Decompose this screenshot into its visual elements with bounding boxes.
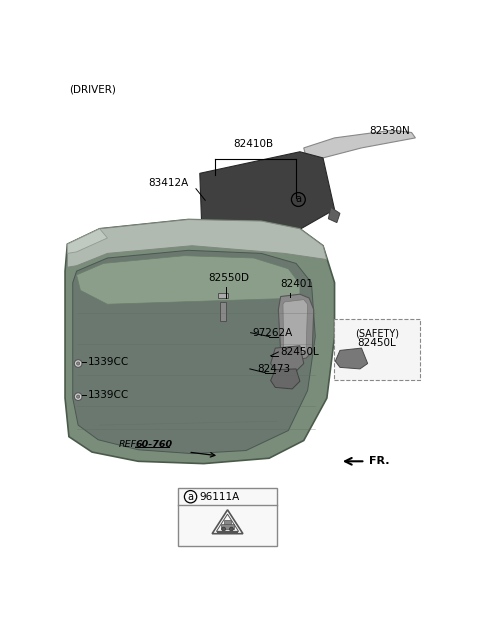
Polygon shape xyxy=(67,219,327,267)
Bar xyxy=(218,293,228,298)
Polygon shape xyxy=(271,346,304,371)
Text: REF.: REF. xyxy=(119,440,139,449)
Text: 82550D: 82550D xyxy=(208,273,250,283)
Polygon shape xyxy=(278,294,314,359)
Bar xyxy=(224,520,231,525)
Polygon shape xyxy=(67,229,108,254)
Text: 82401: 82401 xyxy=(281,279,313,289)
Circle shape xyxy=(77,362,80,365)
Text: 82473: 82473 xyxy=(258,364,291,374)
Circle shape xyxy=(74,359,82,368)
Text: 82450L: 82450L xyxy=(358,338,396,348)
Polygon shape xyxy=(271,369,300,389)
Text: a: a xyxy=(295,194,301,204)
Polygon shape xyxy=(77,255,300,304)
Circle shape xyxy=(229,527,233,531)
Text: a: a xyxy=(188,492,193,502)
Text: 82410B: 82410B xyxy=(234,140,274,150)
Circle shape xyxy=(74,392,82,401)
Text: FR.: FR. xyxy=(369,456,390,466)
Text: 83412A: 83412A xyxy=(148,178,188,188)
Text: 96111A: 96111A xyxy=(200,492,240,502)
FancyBboxPatch shape xyxy=(334,319,420,381)
Text: 82450L: 82450L xyxy=(281,347,319,357)
Circle shape xyxy=(77,395,80,398)
Text: 1339CC: 1339CC xyxy=(87,357,129,367)
Polygon shape xyxy=(328,207,340,222)
Text: (SAFETY): (SAFETY) xyxy=(355,329,399,339)
Text: (DRIVER): (DRIVER) xyxy=(69,84,116,94)
Bar xyxy=(220,302,226,321)
Polygon shape xyxy=(283,300,308,353)
Polygon shape xyxy=(65,219,335,464)
Text: 60-760: 60-760 xyxy=(136,440,173,449)
Polygon shape xyxy=(73,250,315,454)
Text: 97262A: 97262A xyxy=(252,328,292,338)
Circle shape xyxy=(222,527,226,531)
Bar xyxy=(178,488,277,546)
Polygon shape xyxy=(304,130,415,163)
Bar xyxy=(221,524,234,529)
Polygon shape xyxy=(336,348,368,369)
Text: 1339CC: 1339CC xyxy=(87,390,129,400)
Polygon shape xyxy=(200,152,335,255)
Text: 82530N: 82530N xyxy=(369,126,410,136)
